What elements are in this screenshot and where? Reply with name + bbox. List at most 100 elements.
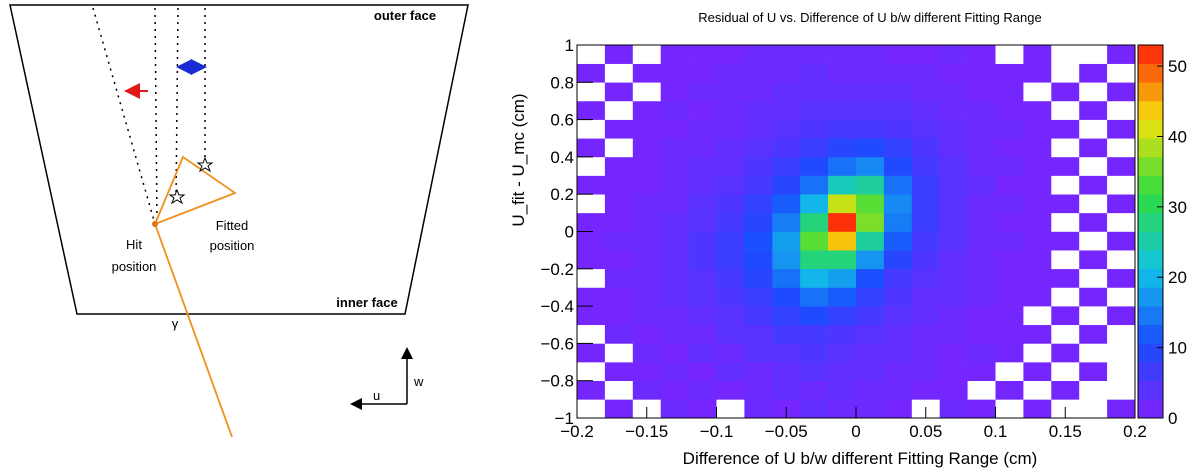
heatmap-cell [577, 175, 606, 195]
heatmap-cell [1107, 380, 1136, 400]
heatmap-cell [688, 250, 717, 270]
heatmap-cell [828, 268, 857, 288]
heatmap-cell [577, 287, 606, 307]
heatmap-cell [660, 362, 689, 381]
heatmap-cell [1107, 399, 1136, 419]
heatmap-cell [967, 306, 996, 326]
heatmap-cell [632, 212, 661, 232]
heatmap-cell [939, 250, 968, 270]
heatmap-cell [967, 343, 996, 363]
heatmap-cell [660, 399, 689, 419]
gamma-label: γ [172, 316, 179, 331]
x-tick-label: 0.2 [1123, 422, 1147, 441]
heatmap-cell [716, 45, 745, 64]
heatmap-cell [1051, 138, 1080, 158]
heatmap-cell [995, 324, 1024, 344]
heatmap-cell [716, 362, 745, 381]
heatmap-cell [883, 119, 913, 139]
heatmap-cell [744, 306, 773, 326]
heatmap-cell [772, 324, 801, 344]
heatmap-cell [772, 231, 801, 251]
heatmap-cell [772, 194, 801, 214]
heatmap-cell [660, 175, 689, 195]
heatmap-cell [688, 380, 717, 400]
heatmap-cell [744, 399, 773, 419]
colorbar-step [1138, 343, 1163, 363]
heatmap-cell [688, 175, 717, 195]
heatmap-cell [800, 100, 829, 120]
heatmap-cell [800, 194, 829, 214]
heatmap-cell [911, 231, 940, 251]
heatmap-cell [995, 287, 1024, 307]
heatmap-cell [1023, 212, 1052, 232]
heatmap-cell [716, 343, 745, 363]
heatmap-cell [716, 175, 745, 195]
heatmap-cell [828, 82, 857, 102]
heatmap-cell [660, 156, 689, 176]
heatmap-cell [688, 306, 717, 326]
heatmap-cell [688, 343, 717, 363]
heatmap-cell [744, 287, 773, 307]
inner-face-label: inner face [336, 295, 397, 310]
heatmap-cell [995, 100, 1024, 120]
y-tick-label: −0.2 [540, 260, 574, 279]
heatmap-cell [772, 268, 801, 288]
heatmap-cell [800, 380, 829, 400]
heatmap-cell [911, 45, 940, 64]
y-tick-label: 0.4 [550, 148, 574, 167]
heatmap-cell [1051, 156, 1080, 176]
heatmap-cell [995, 175, 1024, 195]
heatmap-cell [604, 63, 634, 83]
colorbar-step [1138, 287, 1163, 307]
colorbar-step [1138, 362, 1163, 381]
heatmap-cell [911, 250, 940, 270]
heatmap-cell [660, 194, 689, 214]
heatmap-cell [856, 82, 885, 102]
heatmap-cell [604, 82, 634, 102]
heatmap-cell [883, 324, 913, 344]
heatmap-cell [856, 138, 885, 158]
heatmap-cell [828, 138, 857, 158]
heatmap-cell [604, 306, 634, 326]
heatmap-cell [939, 156, 968, 176]
heatmap-cell [660, 63, 689, 83]
heatmap-cell [1079, 194, 1108, 214]
heatmap-cell [828, 175, 857, 195]
heatmap-cell [604, 156, 634, 176]
heatmap-cell [772, 100, 801, 120]
heatmap-cell [939, 343, 968, 363]
heatmap-cell [911, 119, 940, 139]
heatmap-cell [883, 287, 913, 307]
heatmap-cell [828, 324, 857, 344]
heatmap-cell [856, 268, 885, 288]
heatmap-cell [772, 250, 801, 270]
heatmap-cell [800, 324, 829, 344]
heatmap-cell [1051, 268, 1080, 288]
heatmap-cell [772, 63, 801, 83]
heatmap-cell [604, 380, 634, 400]
heatmap-cell [939, 82, 968, 102]
heatmap-cell [883, 250, 913, 270]
heatmap-cell [856, 324, 885, 344]
heatmap-cell [716, 194, 745, 214]
heatmap-cell [577, 156, 606, 176]
heatmap-cell [744, 175, 773, 195]
heatmap-cell [828, 156, 857, 176]
heatmap-cell [716, 324, 745, 344]
heatmap-cell [1023, 175, 1052, 195]
heatmap-cell [967, 268, 996, 288]
heatmap-cell [1107, 250, 1136, 270]
heatmap-cell [1107, 156, 1136, 176]
heatmap-cell [828, 306, 857, 326]
heatmap-cell [688, 194, 717, 214]
heatmap-cell [660, 306, 689, 326]
heatmap-cell [828, 250, 857, 270]
y-tick-label: −0.6 [540, 334, 574, 353]
heatmap-cell [716, 287, 745, 307]
heatmap-cell [828, 100, 857, 120]
colorbar-step [1138, 100, 1163, 120]
heatmap-cell [911, 343, 940, 363]
y-tick-label: −1 [555, 409, 574, 428]
heatmap-cell [744, 212, 773, 232]
